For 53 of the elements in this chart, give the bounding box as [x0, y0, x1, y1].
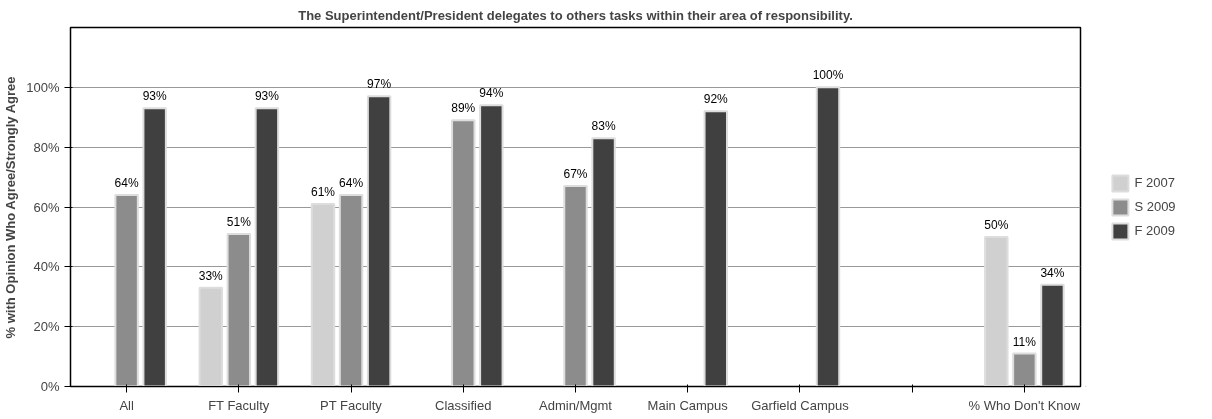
- bar: [338, 194, 364, 387]
- data-label: 50%: [984, 217, 1009, 232]
- data-label: 94%: [479, 86, 504, 101]
- x-tick-label: Main Campus: [647, 397, 729, 413]
- legend-label: F 2007: [1134, 175, 1175, 190]
- bar: [310, 203, 336, 387]
- chart-title: The Superintendent/President delegates to others tasks within their area of responsibility.: [298, 7, 853, 23]
- bar: [142, 107, 167, 387]
- x-tick-label: Admin/Mgmt: [539, 397, 613, 413]
- data-label: 33%: [198, 268, 224, 283]
- bar: [984, 235, 1009, 387]
- bar: [114, 194, 139, 387]
- bar: [703, 110, 728, 387]
- data-label: 51%: [226, 214, 252, 229]
- x-tick-label: FT Faculty: [208, 397, 270, 413]
- bar: [451, 119, 476, 387]
- bar: [254, 107, 280, 387]
- x-tick-label: All: [119, 397, 134, 413]
- x-tick-label: PT Faculty: [319, 397, 383, 413]
- x-tick-label: Garfield Campus: [751, 397, 850, 413]
- y-tick-label: 80%: [33, 139, 60, 155]
- bar: [226, 232, 252, 387]
- bar: [366, 95, 392, 387]
- bar: [815, 86, 841, 387]
- y-tick-label: 100%: [26, 79, 60, 95]
- bar: [563, 185, 588, 387]
- data-label: 83%: [591, 119, 616, 134]
- x-tick-label: Classified: [435, 397, 492, 413]
- data-label: 61%: [310, 185, 336, 200]
- data-label: 64%: [114, 176, 139, 191]
- data-label: 97%: [367, 77, 392, 92]
- legend-label: F 2009: [1134, 223, 1175, 238]
- data-label: 93%: [142, 89, 168, 104]
- data-label: 64%: [339, 176, 364, 191]
- data-label: 92%: [703, 92, 729, 107]
- data-label: 67%: [563, 167, 588, 182]
- legend-label: S 2009: [1134, 199, 1176, 214]
- bar: [198, 286, 223, 387]
- bar: [591, 137, 616, 387]
- data-label: 93%: [254, 89, 280, 104]
- y-tick-label: 0%: [40, 379, 60, 394]
- bar: [1040, 283, 1065, 387]
- x-tick-label: % Who Don't Know: [968, 397, 1081, 413]
- data-label: 100%: [812, 68, 844, 83]
- data-label: 34%: [1040, 265, 1065, 280]
- y-tick-label: 60%: [33, 199, 60, 215]
- y-tick-label: 40%: [33, 259, 60, 275]
- y-axis-title: % with Opinion Who Agree/Strongly Agree: [3, 76, 19, 339]
- bar: [1012, 352, 1037, 387]
- data-label: 11%: [1012, 334, 1037, 349]
- y-tick-label: 20%: [33, 319, 60, 335]
- bar: [479, 104, 504, 387]
- data-label: 89%: [451, 101, 476, 116]
